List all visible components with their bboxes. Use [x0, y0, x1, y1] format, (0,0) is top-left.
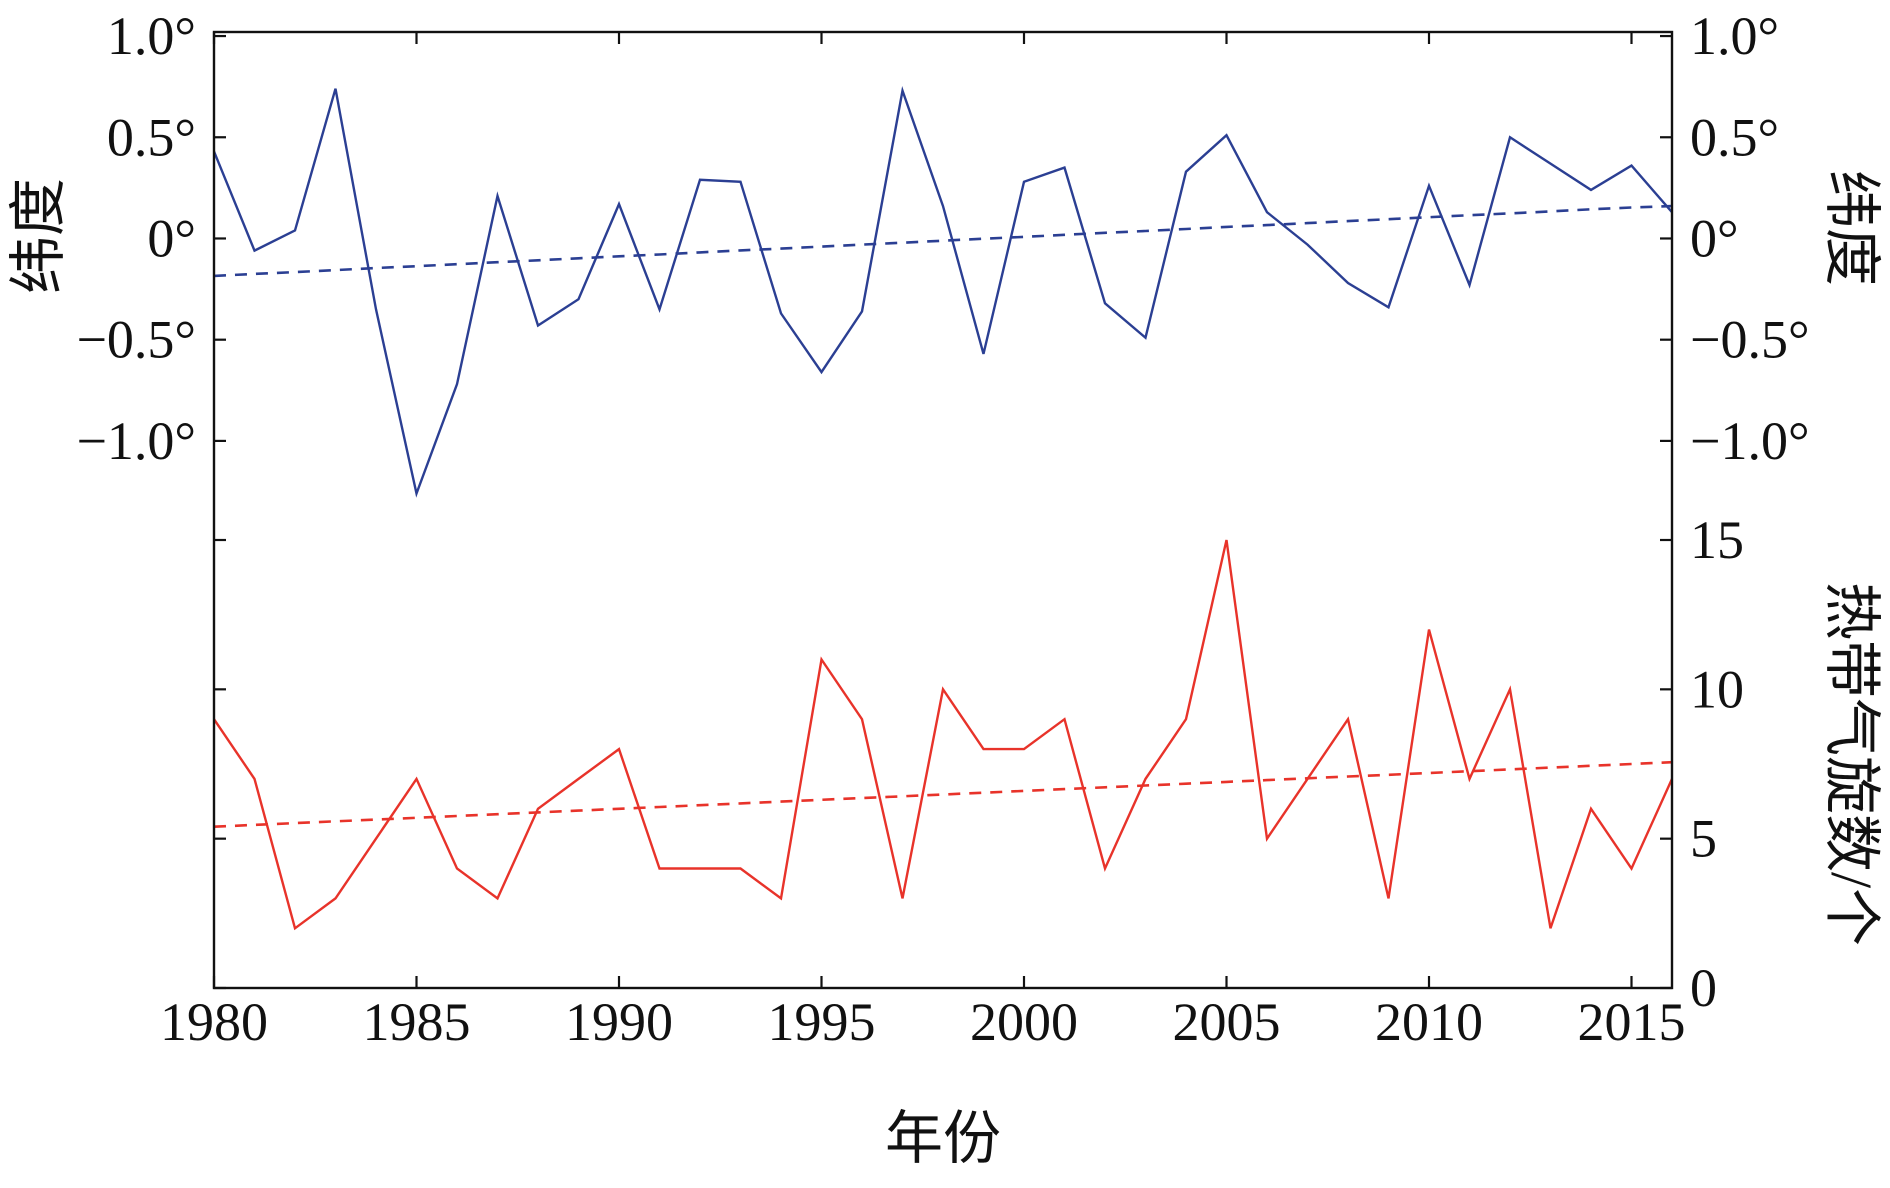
x-tick-label: 2010	[1375, 992, 1483, 1052]
x-tick-label: 1985	[363, 992, 471, 1052]
plot-frame	[212, 30, 1674, 990]
right-y-tick-label-bottom: 5	[1690, 809, 1717, 869]
right-y-tick-label-bottom: 0	[1690, 958, 1717, 1018]
right-y-tick-label-top: −1.0°	[1690, 411, 1810, 471]
cyclone-trend-line	[213, 760, 1673, 828]
x-tick-label: 2005	[1173, 992, 1281, 1052]
latitude-series-line	[212, 86, 1673, 498]
left-y-tick-label: 1.0°	[107, 6, 196, 66]
left-y-tick-label: −0.5°	[76, 310, 196, 370]
x-tick-label: 2015	[1578, 992, 1686, 1052]
left-axis-title: 纬度	[6, 178, 71, 294]
right-y-tick-label-bottom: 10	[1690, 659, 1744, 719]
left-y-tick-label: 0°	[147, 208, 196, 268]
left-y-tick-label: −1.0°	[76, 411, 196, 471]
x-tick-label: 1990	[565, 992, 673, 1052]
right-axis-title-top: 纬度	[1819, 170, 1884, 286]
cyclone-count-series-line	[213, 539, 1674, 931]
latitude-trend-line	[213, 204, 1673, 278]
x-tick-label: 2000	[970, 992, 1078, 1052]
right-y-tick-label-top: −0.5°	[1690, 310, 1810, 370]
right-y-tick-label-bottom: 15	[1690, 510, 1744, 570]
x-axis-title: 年份	[885, 1106, 1001, 1171]
left-y-tick-label: 0.5°	[107, 107, 196, 167]
right-y-tick-label-top: 1.0°	[1690, 6, 1779, 66]
right-y-tick-label-top: 0°	[1690, 208, 1739, 268]
right-axis-title-bottom: 热带气旋数/个	[1819, 582, 1884, 946]
x-tick-label: 1995	[768, 992, 876, 1052]
x-tick-label: 1980	[160, 992, 268, 1052]
right-y-tick-label-top: 0.5°	[1690, 107, 1779, 167]
